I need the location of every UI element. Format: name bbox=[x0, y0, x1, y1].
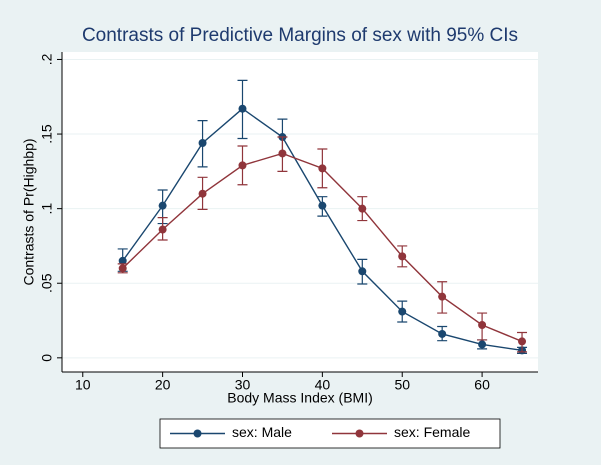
point bbox=[158, 225, 167, 234]
x-tick-label: 20 bbox=[155, 377, 171, 393]
point bbox=[118, 264, 127, 273]
y-axis-title: Contrasts of Pr(Highbp) bbox=[21, 138, 37, 285]
point bbox=[278, 149, 287, 158]
point bbox=[358, 267, 367, 276]
x-tick-label: 10 bbox=[75, 377, 91, 393]
point bbox=[398, 307, 407, 316]
legend-marker bbox=[193, 429, 202, 438]
chart-title: Contrasts of Predictive Margins of sex w… bbox=[82, 25, 518, 46]
point bbox=[238, 161, 247, 170]
y-tick-label: .05 bbox=[39, 273, 55, 293]
point bbox=[198, 189, 207, 198]
point bbox=[438, 329, 447, 338]
point bbox=[478, 321, 487, 330]
point bbox=[398, 252, 407, 261]
point bbox=[358, 204, 367, 213]
point bbox=[238, 104, 247, 113]
x-tick-label: 40 bbox=[315, 377, 331, 393]
point bbox=[198, 139, 207, 148]
y-tick-label: .15 bbox=[39, 124, 55, 144]
y-tick-label: 0 bbox=[39, 354, 55, 362]
point bbox=[118, 256, 127, 265]
point bbox=[518, 337, 527, 346]
x-tick-label: 30 bbox=[235, 377, 251, 393]
point bbox=[318, 201, 327, 210]
legend-marker bbox=[355, 429, 364, 438]
plot-area bbox=[62, 52, 538, 372]
point bbox=[318, 164, 327, 173]
point bbox=[438, 292, 447, 301]
y-tick-label: .1 bbox=[39, 203, 55, 215]
legend-label: sex: Female bbox=[394, 424, 470, 440]
legend-label: sex: Male bbox=[232, 424, 292, 440]
x-tick-label: 50 bbox=[394, 377, 410, 393]
x-tick-label: 60 bbox=[474, 377, 490, 393]
point bbox=[478, 340, 487, 349]
point bbox=[158, 201, 167, 210]
y-tick-label: .2 bbox=[39, 53, 55, 65]
x-axis-title: Body Mass Index (BMI) bbox=[227, 390, 373, 406]
